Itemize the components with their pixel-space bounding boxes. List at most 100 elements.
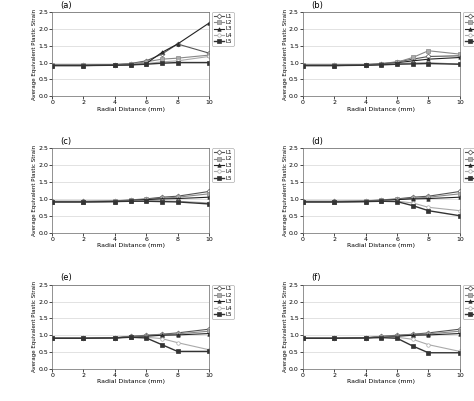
L5 xyxy=(81,63,86,68)
L4 xyxy=(379,62,384,67)
L2 xyxy=(143,197,149,202)
L3 xyxy=(206,195,212,200)
Text: (b): (b) xyxy=(311,0,323,10)
L4 xyxy=(363,199,369,204)
L2 xyxy=(175,56,181,61)
L1 xyxy=(159,332,165,337)
L4 xyxy=(426,342,431,347)
L4 xyxy=(379,334,384,339)
L5 xyxy=(128,335,133,340)
L5 xyxy=(81,336,86,341)
L1 xyxy=(143,196,149,201)
L4 xyxy=(394,61,400,66)
Legend: L1, L2, L3, L4, L5: L1, L2, L3, L4, L5 xyxy=(212,12,234,46)
L2 xyxy=(457,52,463,57)
X-axis label: Radial Distance (mm): Radial Distance (mm) xyxy=(97,379,164,385)
L2 xyxy=(363,199,369,204)
L1 xyxy=(394,333,400,338)
L5 xyxy=(206,60,212,65)
L3 xyxy=(410,333,416,338)
L4 xyxy=(363,336,369,340)
Line: L4: L4 xyxy=(50,199,210,205)
L2 xyxy=(128,334,133,339)
L1 xyxy=(331,336,337,341)
L5 xyxy=(426,350,431,355)
L1 xyxy=(81,199,86,204)
Line: L4: L4 xyxy=(301,61,462,67)
L4 xyxy=(394,199,400,204)
L3 xyxy=(112,199,118,204)
L3 xyxy=(300,336,306,341)
L2 xyxy=(300,63,306,68)
L2 xyxy=(300,336,306,341)
L3 xyxy=(331,200,337,205)
L4 xyxy=(128,62,133,67)
Line: L4: L4 xyxy=(50,55,210,67)
L2 xyxy=(331,336,337,341)
Text: (d): (d) xyxy=(311,137,323,146)
L1 xyxy=(112,198,118,203)
L3 xyxy=(143,61,149,66)
L3 xyxy=(300,63,306,68)
L5 xyxy=(379,63,384,67)
Line: L4: L4 xyxy=(301,335,462,353)
L5 xyxy=(128,199,133,204)
L1 xyxy=(175,194,181,198)
Y-axis label: Average Equivalent Plastic Strain: Average Equivalent Plastic Strain xyxy=(32,145,36,236)
L1 xyxy=(410,332,416,337)
L5 xyxy=(49,63,55,68)
L4 xyxy=(143,335,149,340)
L1 xyxy=(457,53,463,58)
L4 xyxy=(175,340,181,345)
L5 xyxy=(331,63,337,68)
L3 xyxy=(49,336,55,341)
L3 xyxy=(379,62,384,67)
L1 xyxy=(112,62,118,67)
L1 xyxy=(379,198,384,203)
Line: L1: L1 xyxy=(301,54,462,67)
Y-axis label: Average Equivalent Plastic Strain: Average Equivalent Plastic Strain xyxy=(32,8,36,100)
Legend: L1, L2, L3, L4, L5: L1, L2, L3, L4, L5 xyxy=(463,148,474,182)
L2 xyxy=(331,199,337,204)
L2 xyxy=(143,333,149,338)
L3 xyxy=(426,57,431,62)
Line: L4: L4 xyxy=(301,199,462,213)
L4 xyxy=(300,336,306,341)
L2 xyxy=(159,196,165,200)
L5 xyxy=(363,199,369,204)
L5 xyxy=(206,202,212,207)
L3 xyxy=(457,331,463,336)
L1 xyxy=(159,52,165,57)
L4 xyxy=(331,336,337,341)
L4 xyxy=(112,63,118,68)
L4 xyxy=(300,200,306,205)
L2 xyxy=(379,61,384,66)
L1 xyxy=(81,63,86,67)
L5 xyxy=(457,213,463,218)
Line: L2: L2 xyxy=(50,330,210,340)
Y-axis label: Average Equivalent Plastic Strain: Average Equivalent Plastic Strain xyxy=(283,281,288,373)
L4 xyxy=(300,63,306,68)
L2 xyxy=(394,60,400,65)
L2 xyxy=(143,59,149,64)
L4 xyxy=(457,349,463,354)
Line: L1: L1 xyxy=(50,42,210,67)
L2 xyxy=(363,336,369,340)
L3 xyxy=(159,196,165,201)
L4 xyxy=(457,208,463,213)
Line: L2: L2 xyxy=(50,192,210,203)
Text: (f): (f) xyxy=(311,273,320,282)
L5 xyxy=(81,200,86,205)
L4 xyxy=(128,334,133,339)
Legend: L1, L2, L3, L4, L5: L1, L2, L3, L4, L5 xyxy=(463,285,474,319)
Line: L3: L3 xyxy=(50,21,210,67)
L1 xyxy=(457,189,463,194)
L1 xyxy=(128,198,133,203)
L2 xyxy=(426,49,431,53)
L4 xyxy=(112,199,118,204)
L5 xyxy=(159,199,165,204)
L1 xyxy=(159,195,165,200)
L1 xyxy=(379,334,384,339)
L5 xyxy=(159,342,165,347)
L3 xyxy=(457,55,463,60)
